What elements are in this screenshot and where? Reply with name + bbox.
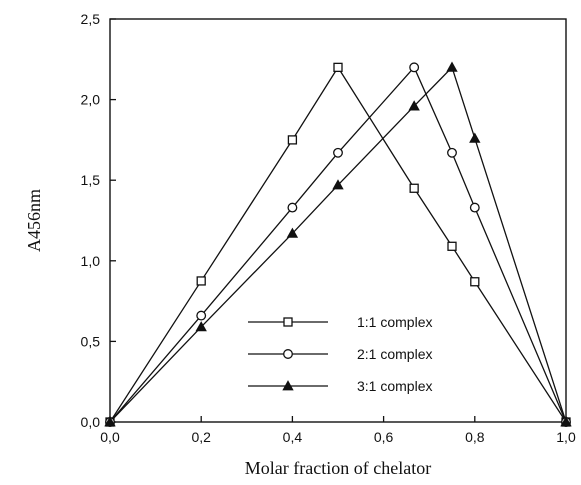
x-tick-label: 0,8 [465,429,485,445]
data-point-open-square [333,62,343,73]
series-line [109,66,567,423]
data-point-filled-triangle [560,416,572,427]
series-line [109,66,567,423]
data-point-open-square [287,135,298,145]
legend-label: 1:1 complex [357,314,432,330]
data-point-open-circle [447,147,457,158]
data-point-open-square [470,277,480,287]
data-point-filled-triangle [332,179,344,190]
y-tick-label: 2,5 [81,11,101,27]
plot-frame [109,18,567,423]
x-axis-title: Molar fraction of chelator [245,458,431,478]
series-1 [109,62,567,423]
legend-label: 3:1 complex [357,378,432,394]
data-point-filled-triangle [104,416,116,427]
data-point-filled-triangle [195,321,207,332]
series-2 [109,62,567,423]
data-point-open-circle [333,147,343,158]
data-point-open-square [447,241,457,251]
shared-endpoints [104,416,572,427]
legend-entry: 1:1 complex [248,314,432,330]
data-point-open-circle [283,349,293,359]
data-point-open-circle [469,202,480,213]
series-line [109,66,567,423]
y-axis-title: A456nm [24,189,44,252]
data-point-open-square [283,317,293,327]
x-tick-label: 0,6 [374,429,394,445]
data-point-filled-triangle [408,100,420,111]
data-point-filled-triangle [282,380,294,391]
y-tick-label: 0,5 [81,333,101,349]
legend-label: 2:1 complex [357,346,432,362]
x-tick-label: 0,2 [191,429,211,445]
data-point-open-circle [196,310,207,321]
x-tick-label: 1,0 [556,429,576,445]
y-tick-label: 2,0 [81,92,101,108]
data-point-open-circle [287,202,298,213]
data-point-open-square [196,276,206,286]
y-tick-label: 1,0 [81,253,101,269]
data-point-open-square [409,183,419,193]
x-tick-label: 0,0 [100,429,120,445]
data-point-filled-triangle [469,132,481,143]
data-point-open-circle [409,62,420,73]
legend-entry: 3:1 complex [248,378,432,394]
data-point-filled-triangle [286,227,299,238]
data-point-filled-triangle [446,61,458,72]
series-3 [109,61,567,423]
y-tick-label: 0,0 [81,414,101,430]
x-tick-label: 0,4 [283,429,303,445]
legend-entry: 2:1 complex [248,346,432,362]
y-tick-label: 1,5 [81,172,101,188]
